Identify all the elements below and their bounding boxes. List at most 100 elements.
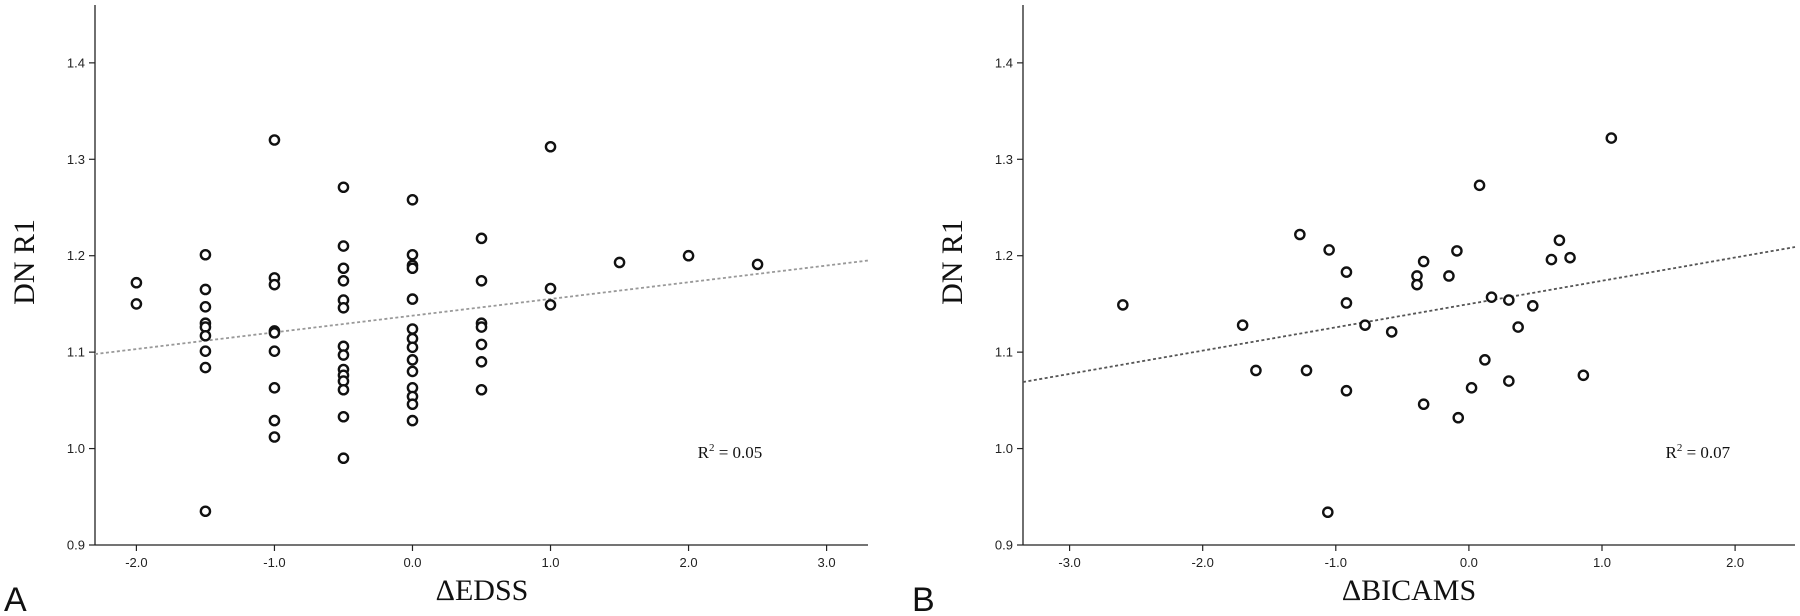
data-point <box>613 256 626 269</box>
y-tick-label: 0.9 <box>67 538 85 553</box>
y-tick-label: 1.4 <box>995 55 1013 70</box>
data-point <box>1451 245 1463 257</box>
data-point <box>130 298 143 310</box>
data-point <box>337 410 350 423</box>
data-point <box>337 301 350 314</box>
data-point <box>1526 300 1539 312</box>
data-point <box>475 383 488 396</box>
data-point <box>1322 506 1334 519</box>
y-tick-label: 0.9 <box>995 538 1013 553</box>
data-point <box>1250 364 1262 377</box>
data-point <box>406 341 419 354</box>
r-squared-annotation: R2 = 0.05 <box>698 442 763 462</box>
data-point <box>751 258 764 271</box>
x-axis-title: ΔEDSS <box>436 574 529 607</box>
data-point <box>1300 364 1313 377</box>
data-point <box>268 414 281 427</box>
data-point <box>1417 255 1430 268</box>
data-point <box>1605 132 1618 144</box>
r-squared-symbol: R <box>1665 443 1677 462</box>
data-point <box>268 431 281 443</box>
r-squared-symbol: R <box>698 443 710 462</box>
y-axis-title: DN R1 <box>936 219 969 305</box>
x-tick-label: 0.0 <box>403 555 421 570</box>
x-axis-title: ΔBICAMS <box>1342 574 1476 607</box>
data-point <box>199 248 212 261</box>
data-point <box>475 232 488 245</box>
x-tick-label: 1.0 <box>541 555 559 570</box>
data-point <box>544 282 557 295</box>
panel-b: 0.9 1.0 1.1 1.2 1.3 1.4 -3.0 -2.0 -1.0 0.0 1.0 2.0 R… <box>912 5 1796 616</box>
y-tick-label: 1.4 <box>67 55 85 70</box>
data-point <box>544 140 557 153</box>
data-point <box>406 248 419 261</box>
y-tick-label: 1.2 <box>995 248 1013 263</box>
data-point <box>1443 270 1455 282</box>
data-point <box>475 338 488 351</box>
y-tick-label: 1.3 <box>67 152 85 167</box>
x-tick-label: 2.0 <box>680 555 698 570</box>
data-point <box>1485 291 1498 303</box>
data-point <box>199 301 212 313</box>
data-point <box>475 355 488 368</box>
data-point <box>475 274 488 287</box>
x-tick-label: -1.0 <box>1325 555 1347 570</box>
y-tick-label: 1.1 <box>995 345 1013 360</box>
x-tick-label: -1.0 <box>263 555 285 570</box>
data-point <box>1385 326 1398 338</box>
x-tick-label: 1.0 <box>1593 555 1611 570</box>
panel-a: 0.9 1.0 1.1 1.2 1.3 1.4 -2.0 -1.0 0.0 1.0 2.0 3.0 R2… <box>4 5 869 616</box>
data-point <box>130 276 143 289</box>
data-point <box>475 321 488 333</box>
data-point <box>406 354 419 366</box>
data-point <box>1545 253 1558 266</box>
r-squared-annotation: R2 = 0.07 <box>1665 442 1730 462</box>
y-axis-title: DN R1 <box>8 219 41 305</box>
data-point <box>1452 411 1465 424</box>
data-point <box>199 329 212 342</box>
data-point <box>199 361 212 374</box>
data-point <box>1340 266 1353 278</box>
data-point <box>1340 384 1353 397</box>
panel-letter: A <box>4 581 27 616</box>
data-point <box>1359 319 1371 331</box>
data-point <box>337 349 350 361</box>
data-point <box>1512 321 1524 333</box>
data-point <box>1340 297 1353 309</box>
r-squared-value: = 0.05 <box>714 443 762 462</box>
data-point <box>1294 228 1306 241</box>
x-tick-label: -3.0 <box>1058 555 1080 570</box>
data-point <box>337 452 350 465</box>
data-point <box>1323 244 1335 256</box>
data-point <box>1117 299 1129 311</box>
data-point <box>682 249 695 262</box>
data-point <box>406 398 419 411</box>
data-point <box>1465 382 1478 394</box>
data-point <box>337 262 350 275</box>
data-point <box>268 382 281 394</box>
y-tick-label: 1.0 <box>995 441 1013 456</box>
x-tick-label: 0.0 <box>1460 555 1478 570</box>
r-squared-superscript: 2 <box>1677 442 1683 454</box>
y-tick-label: 1.2 <box>67 248 85 263</box>
data-point <box>268 327 281 339</box>
y-tick-label: 1.0 <box>67 441 85 456</box>
data-point <box>1553 234 1566 247</box>
data-point <box>337 240 350 252</box>
data-point <box>406 414 419 427</box>
panel-letter: B <box>912 581 935 616</box>
data-point <box>337 383 350 396</box>
data-point <box>268 278 281 291</box>
data-point <box>406 293 419 305</box>
x-tick-label: -2.0 <box>125 555 147 570</box>
data-point <box>406 365 419 378</box>
data-point <box>337 274 350 287</box>
data-point <box>1236 319 1249 331</box>
data-point <box>1564 251 1576 264</box>
data-point <box>268 134 281 146</box>
data-point <box>268 345 281 357</box>
data-point <box>1417 398 1430 411</box>
data-point <box>544 299 557 311</box>
r-squared-superscript: 2 <box>709 442 715 454</box>
